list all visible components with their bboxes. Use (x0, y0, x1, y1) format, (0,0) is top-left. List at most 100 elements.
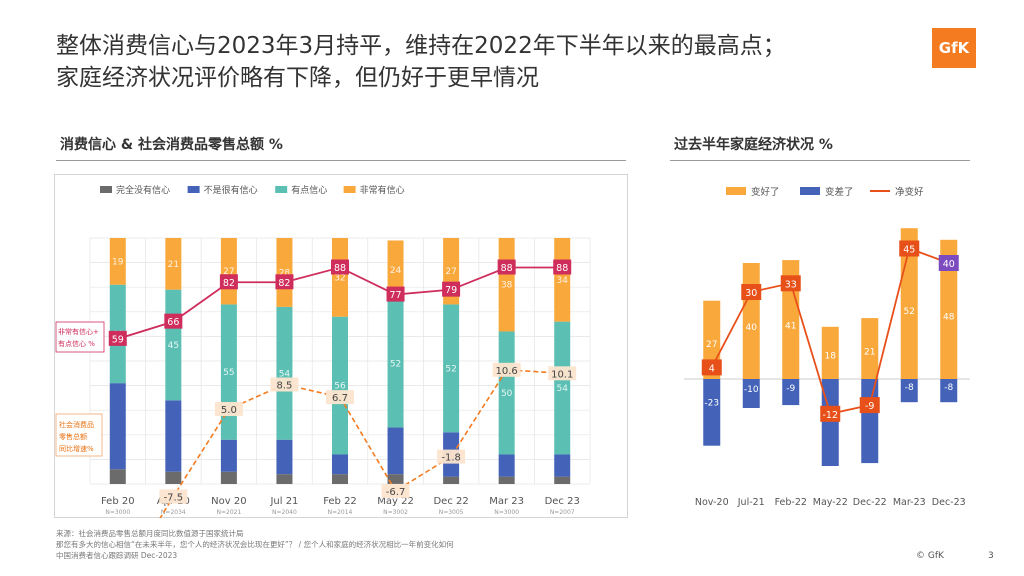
retail-growth-marker (270, 377, 299, 392)
confidence-point: 88 (331, 259, 349, 275)
bar-segment (387, 299, 404, 428)
bar-value-label: 32 (334, 273, 345, 283)
retail-growth-value-label: 10.6 (496, 366, 518, 377)
bar-improved (861, 318, 879, 379)
bar-segment (109, 469, 126, 484)
legend-label: 有点信心 (291, 184, 327, 196)
sample-size-label: N=3005 (439, 509, 464, 516)
bar-value-label: 48 (943, 312, 955, 322)
net-improved-point: -12 (820, 405, 841, 422)
footer-survey: 中国消费者信心跟踪调研 Dec-2023 (56, 551, 178, 560)
net-improved-value-label: 30 (745, 288, 757, 299)
bar-value-label: 45 (168, 341, 179, 351)
confidence-point: 88 (497, 259, 516, 275)
household-finance-chart: 变好了 变差了 净变好 27 -23 Nov-20 40 -10 Jul-21 41 -9 Feb-2… (684, 186, 970, 508)
net-improved-value-label: 40 (943, 259, 955, 270)
bar-value-label: 52 (445, 364, 456, 374)
x-tick-label: Dec 22 (433, 496, 468, 507)
bar-worsened (900, 379, 918, 403)
bar-segment (387, 240, 404, 300)
annotation-box (55, 321, 105, 353)
gfk-logo: GfK (932, 28, 976, 68)
bar-segment (554, 454, 571, 477)
confidence-point: 79 (442, 281, 461, 297)
confidence-value-label: 88 (501, 263, 513, 274)
bar-segment (276, 439, 293, 475)
bar-value-label: 27 (223, 267, 234, 277)
bar-segment (109, 383, 126, 470)
confidence-marker (108, 330, 127, 346)
net-improved-point: 45 (899, 240, 920, 257)
x-tick-label: Dec 23 (545, 496, 580, 507)
net-improved-marker (741, 284, 762, 300)
bar-value-label: 27 (445, 267, 456, 277)
footer-source: 来源：社会消费品零售总额月度同比数值源于国家统计局 (56, 529, 244, 538)
bar-improved (821, 326, 839, 379)
page-number: 3 (988, 551, 994, 561)
legend-swatch (800, 187, 820, 195)
confidence-value-label: 88 (334, 263, 346, 274)
retail-growth-point: 10.1 (548, 366, 577, 381)
retail-growth-value-label: 6.7 (332, 393, 348, 404)
page-title-line-1: 整体消费信心与2023年3月持平，维持在2022年下半年以来的最高点； (56, 33, 786, 59)
right-section-title: 过去半年家庭经济状况 % (674, 137, 833, 153)
sample-size-label: N=2014 (328, 509, 353, 516)
net-improved-marker (938, 255, 959, 271)
bar-segment (276, 306, 293, 440)
bar-worsened (703, 379, 721, 446)
legend-item: 非常有信心 (343, 184, 405, 196)
confidence-point: 66 (164, 313, 183, 329)
bar-value-label: 41 (785, 321, 796, 331)
page-title: 整体消费信心与2023年3月持平，维持在2022年下半年以来的最高点； 家庭经济… (56, 30, 786, 94)
retail-growth-line (159, 368, 563, 518)
confidence-value-label: 77 (390, 290, 402, 301)
legend-label: 非常有信心 (360, 184, 405, 196)
net-improved-marker (859, 397, 880, 414)
net-improved-point: 4 (701, 359, 722, 376)
bar-value-label: -10 (744, 385, 759, 395)
bar-worsened (782, 379, 800, 406)
page-title-line-2: 家庭经济状况评价略有下降，但仍好于更早情况 (56, 65, 539, 91)
legend-item: 净变好 (870, 186, 924, 198)
confidence-value-label: 82 (223, 278, 235, 289)
confidence-value-label: 66 (167, 317, 179, 328)
bar-worsened (861, 379, 879, 464)
retail-growth-marker (381, 483, 410, 498)
legend-swatch (100, 186, 112, 193)
x-tick-label: Feb 20 (101, 496, 135, 507)
legend-swatch (275, 186, 288, 193)
legend-label: 变好了 (751, 186, 780, 198)
bar-segment (387, 427, 404, 475)
retail-growth-point: 6.7 (326, 390, 354, 405)
bar-value-label: 38 (501, 281, 513, 291)
bar-value-label: 52 (390, 359, 401, 369)
net-improved-value-label: -12 (822, 410, 838, 421)
sample-size-label: N=2021 (216, 509, 241, 516)
retail-growth-point: -6.7 (381, 483, 410, 498)
x-tick-label: Feb-22 (775, 497, 807, 508)
bar-segment (443, 476, 460, 484)
retail-growth-value-label: -6.7 (386, 487, 406, 498)
bar-segment (332, 238, 348, 317)
confidence-value-label: 79 (445, 285, 457, 296)
legend-item: 有点信心 (275, 184, 327, 196)
legend-item: 不是很有信心 (187, 184, 258, 196)
annotation-text-line: 零售总额 (59, 432, 87, 441)
bar-segment (109, 238, 126, 285)
confidence-point: 82 (219, 274, 238, 290)
bar-value-label: 54 (279, 369, 291, 379)
retail-growth-marker (492, 362, 521, 377)
bar-improved (940, 239, 958, 379)
confidence-annotation: 非常有信心+ 有点信心 % (55, 321, 105, 353)
retail-growth-marker (437, 449, 466, 464)
bar-value-label: -9 (786, 384, 795, 394)
bar-segment (498, 331, 515, 455)
confidence-marker (442, 281, 461, 297)
net-improved-value-label: -9 (865, 401, 874, 412)
bar-segment (165, 471, 182, 484)
copyright: © GfK (916, 551, 944, 561)
bar-segment (220, 471, 237, 484)
confidence-point: 82 (275, 274, 294, 290)
x-tick-label: Mar-23 (893, 497, 926, 508)
